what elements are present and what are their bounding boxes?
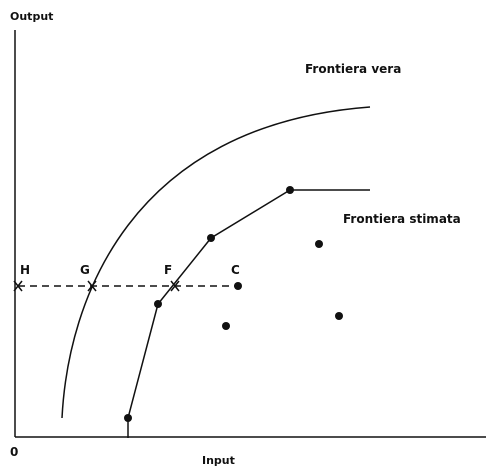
dot: [286, 186, 294, 194]
dot: [234, 282, 242, 290]
dot: [222, 322, 230, 330]
x-axis-label: Input: [202, 454, 235, 467]
cross-f: [170, 280, 180, 292]
dot: [207, 234, 215, 242]
estimated-frontier: [127, 189, 370, 438]
dots: [124, 186, 343, 422]
y-axis-label: Output: [10, 10, 53, 23]
cross-g: [87, 280, 97, 292]
point-label: C: [231, 263, 240, 277]
curve-label: Frontiera vera: [305, 62, 401, 76]
point-label: H: [20, 263, 30, 277]
cross-marks: [13, 280, 180, 292]
dot: [154, 300, 162, 308]
point-label: G: [80, 263, 90, 277]
dot: [315, 240, 323, 248]
point-label: F: [164, 263, 172, 277]
dot: [124, 414, 132, 422]
cross-h: [13, 280, 23, 292]
dot: [335, 312, 343, 320]
true-frontier: [61, 106, 371, 419]
origin-label: 0: [10, 445, 18, 459]
curve-label: Frontiera stimata: [343, 212, 461, 226]
